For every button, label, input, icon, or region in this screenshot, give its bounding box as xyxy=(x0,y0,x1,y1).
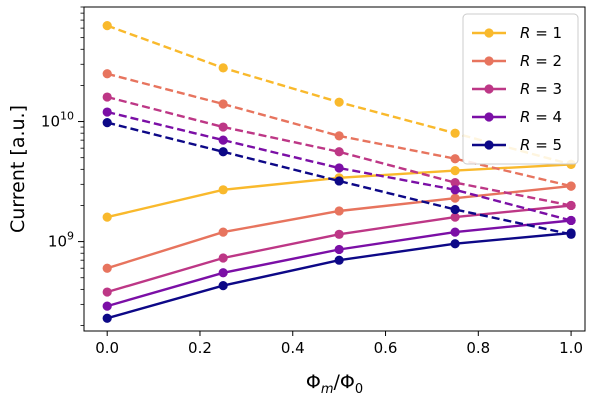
series-3 xyxy=(102,92,576,297)
x-tick-label: 0.2 xyxy=(188,339,212,357)
series-5-solid-point xyxy=(334,255,344,265)
series-3-dashed-line xyxy=(106,95,572,207)
series-3-solid-point xyxy=(334,229,344,239)
x-tick-label: 0.4 xyxy=(281,339,305,357)
series-5-dashed-line xyxy=(106,121,572,236)
series-1-dashed-point xyxy=(218,63,228,73)
x-tick-label: 0.8 xyxy=(466,339,490,357)
series-4-solid-point xyxy=(450,227,460,237)
series-3-solid-point xyxy=(218,253,228,263)
x-axis: 0.0 0.2 0.4 0.6 0.8 1.0 xyxy=(95,331,583,357)
series-4-dashed-point xyxy=(218,135,228,145)
series-4-solid-point xyxy=(218,268,228,278)
legend-label: R = 4 xyxy=(520,108,562,126)
series-1-dashed-point xyxy=(334,97,344,107)
legend-label: R = 2 xyxy=(520,52,562,70)
legend-label: R = 3 xyxy=(520,80,562,98)
series-2-dashed-point xyxy=(450,154,460,164)
series-1-dashed-point xyxy=(450,128,460,138)
legend-label: R = 5 xyxy=(520,136,562,154)
series-1-solid-point xyxy=(218,185,228,195)
series-5-dashed-point xyxy=(102,118,112,128)
series-3-dashed-point xyxy=(450,178,460,188)
series-2-dashed-point xyxy=(334,131,344,141)
legend-item-1: R = 1 xyxy=(472,24,562,42)
series-3-solid-point xyxy=(102,287,112,297)
y-axis-label: Current [a.u.] xyxy=(7,105,29,233)
legend-swatch-marker xyxy=(484,140,494,150)
legend-item-3: R = 3 xyxy=(472,80,562,98)
legend-swatch-marker xyxy=(484,112,494,122)
series-1-dashed-point xyxy=(102,20,112,31)
series-4-dashed-point xyxy=(334,163,344,173)
series-5-solid-point xyxy=(566,228,576,238)
x-tick-label: 0.0 xyxy=(95,339,119,357)
series-5 xyxy=(102,118,576,323)
series-4-solid-point xyxy=(102,301,112,311)
series-4-solid-point xyxy=(334,244,344,255)
series-1-solid-point xyxy=(102,212,112,222)
series-5-dashed-point xyxy=(334,176,344,186)
series-5-solid-point xyxy=(450,239,460,249)
series-2-solid-point xyxy=(334,206,344,216)
legend-swatch-marker xyxy=(484,84,494,94)
series-4-solid-point xyxy=(566,215,576,226)
series-4 xyxy=(102,107,576,311)
series-2-solid-point xyxy=(566,181,576,191)
series-3-dashed-point xyxy=(102,92,112,102)
series-2-dashed-point xyxy=(218,99,228,109)
y-tick-label: 1010 xyxy=(41,110,74,131)
legend-label: R = 1 xyxy=(520,24,562,42)
series-1-solid-point xyxy=(450,166,460,176)
y-axis: 109 1010 xyxy=(41,6,84,326)
series-4-dashed-line xyxy=(106,110,572,222)
series-4-dashed-point xyxy=(450,185,460,195)
x-tick-label: 0.6 xyxy=(374,339,398,357)
legend-swatch-marker xyxy=(484,28,494,38)
x-tick-label: 1.0 xyxy=(559,339,583,357)
series-2-solid-point xyxy=(218,227,228,237)
series-2-solid-point xyxy=(102,263,112,273)
series-3-solid-point xyxy=(450,212,460,222)
legend-swatch-marker xyxy=(484,56,494,66)
series-3-dashed-point xyxy=(218,122,228,132)
legend-box xyxy=(462,13,579,165)
x-axis-label: Φm/Φ0 xyxy=(306,371,363,397)
legend-item-4: R = 4 xyxy=(472,108,562,126)
series-2 xyxy=(102,69,576,273)
series-5-solid-point xyxy=(102,313,112,323)
series-2-dashed-point xyxy=(102,69,112,79)
legend: R = 1 R = 2 R = 3 R = 4 R = 5 xyxy=(462,13,579,165)
series-3-solid-point xyxy=(566,200,576,211)
legend-item-2: R = 2 xyxy=(472,52,562,70)
series-5-solid-point xyxy=(218,280,228,291)
series-layer xyxy=(102,20,576,323)
y-tick-label: 109 xyxy=(48,230,74,251)
series-3-dashed-point xyxy=(334,147,344,157)
series-5-dashed-point xyxy=(450,204,460,215)
series-4-dashed-point xyxy=(102,107,112,117)
series-2-solid-point xyxy=(450,193,460,203)
series-5-dashed-point xyxy=(218,147,228,157)
legend-item-5: R = 5 xyxy=(472,136,562,154)
